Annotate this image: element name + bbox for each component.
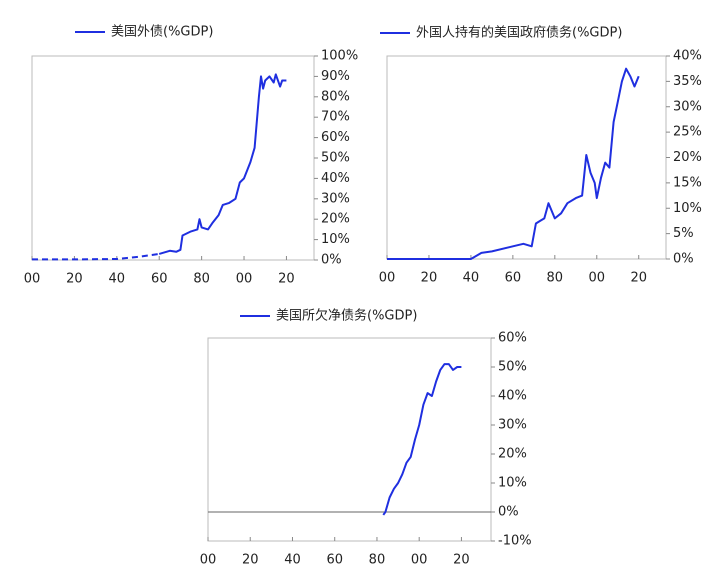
y-tick-label: 0% xyxy=(321,253,342,268)
y-tick-label: 60% xyxy=(321,130,350,145)
x-tick-label: 00 xyxy=(379,271,396,286)
y-tick-label: 20% xyxy=(673,150,702,165)
y-tick-label: 80% xyxy=(321,89,350,104)
y-tick-label: 40% xyxy=(498,389,527,404)
y-tick-label: 60% xyxy=(498,331,527,346)
x-tick-label: 60 xyxy=(505,271,522,286)
legend-label: 美国外债(%GDP) xyxy=(111,25,213,40)
y-tick-label: 40% xyxy=(321,171,350,186)
y-tick-label: 10% xyxy=(498,476,527,491)
x-tick-label: 80 xyxy=(369,553,386,568)
series-line xyxy=(387,67,640,260)
x-tick-label: 00 xyxy=(236,272,253,287)
y-tick-label: 20% xyxy=(498,447,527,462)
y-tick-label: 90% xyxy=(321,69,350,84)
series-line xyxy=(382,363,462,516)
series-line xyxy=(32,252,160,261)
series-line xyxy=(158,73,287,255)
plot-frame xyxy=(207,337,492,542)
y-tick-label: 0% xyxy=(498,505,519,520)
y-tick-label: 5% xyxy=(673,226,694,241)
y-tick-label: 30% xyxy=(498,418,527,433)
y-tick-label: 70% xyxy=(321,110,350,125)
x-tick-label: 40 xyxy=(284,553,301,568)
y-tick-label: 50% xyxy=(321,151,350,166)
x-tick-label: 20 xyxy=(242,553,259,568)
y-tick-label: 100% xyxy=(321,49,358,64)
y-tick-label: 15% xyxy=(673,175,702,190)
y-tick-label: 40% xyxy=(673,49,702,64)
y-tick-label: 0% xyxy=(673,252,694,267)
x-tick-label: 80 xyxy=(547,271,564,286)
x-tick-label: 20 xyxy=(421,271,438,286)
x-tick-label: 80 xyxy=(193,272,210,287)
plot-frame xyxy=(386,55,667,260)
x-tick-label: 40 xyxy=(109,272,126,287)
x-tick-label: 20 xyxy=(453,553,470,568)
y-tick-label: 10% xyxy=(321,232,350,247)
x-tick-label: 40 xyxy=(463,271,480,286)
legend-label: 美国所欠净债务(%GDP) xyxy=(276,308,417,324)
x-tick-label: 00 xyxy=(589,271,606,286)
x-tick-label: 20 xyxy=(278,272,295,287)
x-tick-label: 00 xyxy=(411,553,428,568)
y-tick-label: 50% xyxy=(498,360,527,375)
y-tick-label: -10% xyxy=(498,534,532,549)
y-tick-label: 30% xyxy=(321,191,350,206)
y-tick-label: 10% xyxy=(673,201,702,216)
x-tick-label: 00 xyxy=(200,553,217,568)
legend-label: 外国人持有的美国政府债务(%GDP) xyxy=(416,25,622,41)
x-tick-label: 00 xyxy=(24,272,41,287)
x-tick-label: 20 xyxy=(630,271,647,286)
y-tick-label: 20% xyxy=(321,212,350,227)
x-tick-label: 20 xyxy=(66,272,83,287)
x-tick-label: 60 xyxy=(151,272,168,287)
plot-frame xyxy=(31,55,315,261)
x-tick-label: 60 xyxy=(326,553,343,568)
y-tick-label: 25% xyxy=(673,125,702,140)
y-tick-label: 30% xyxy=(673,99,702,114)
y-tick-label: 35% xyxy=(673,74,702,89)
